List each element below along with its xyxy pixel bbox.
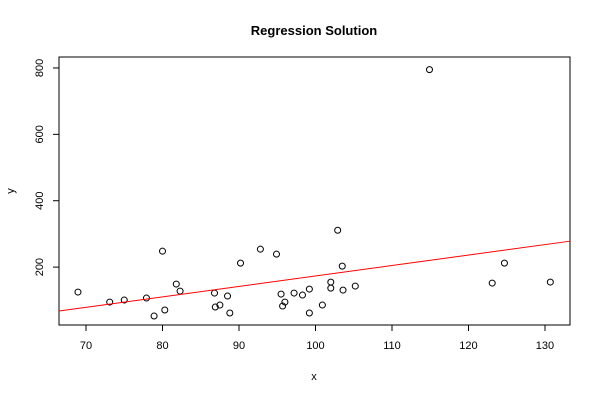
point xyxy=(425,66,433,74)
point xyxy=(226,309,234,317)
point xyxy=(74,288,82,296)
point xyxy=(290,289,298,297)
point xyxy=(279,302,287,310)
point xyxy=(334,226,342,234)
point xyxy=(150,312,158,320)
x-tick-label: 120 xyxy=(459,340,477,352)
x-tick-label: 70 xyxy=(80,340,92,352)
point xyxy=(120,296,128,304)
y-tick-label: 400 xyxy=(34,192,46,210)
point xyxy=(224,292,232,300)
y-axis-label: y xyxy=(5,188,17,194)
point xyxy=(305,285,313,293)
y-tick-label: 200 xyxy=(34,258,46,276)
point xyxy=(339,286,347,294)
point xyxy=(338,262,346,270)
point xyxy=(298,291,306,299)
point xyxy=(211,303,219,311)
x-tick-label: 130 xyxy=(536,340,554,352)
point xyxy=(305,309,313,317)
point xyxy=(106,298,114,306)
point xyxy=(272,250,280,258)
point xyxy=(500,259,508,267)
point xyxy=(327,284,335,292)
point xyxy=(281,298,289,306)
point xyxy=(256,245,264,253)
x-tick-label: 100 xyxy=(306,340,324,352)
point xyxy=(161,306,169,314)
point xyxy=(546,278,554,286)
point xyxy=(216,301,224,309)
point xyxy=(172,280,180,288)
x-tick-label: 90 xyxy=(233,340,245,352)
point xyxy=(159,247,167,255)
y-tick-label: 800 xyxy=(34,59,46,77)
chart-title: Regression Solution xyxy=(251,23,377,38)
point xyxy=(237,259,245,267)
plot-box xyxy=(58,56,571,326)
regression-line xyxy=(58,240,571,312)
x-tick-label: 80 xyxy=(156,340,168,352)
y-tick-label: 600 xyxy=(34,125,46,143)
point xyxy=(351,282,359,290)
point xyxy=(488,279,496,287)
point xyxy=(318,301,326,309)
point xyxy=(142,294,150,302)
point xyxy=(277,290,285,298)
x-axis-label: x xyxy=(311,371,317,383)
x-tick-label: 110 xyxy=(383,340,401,352)
